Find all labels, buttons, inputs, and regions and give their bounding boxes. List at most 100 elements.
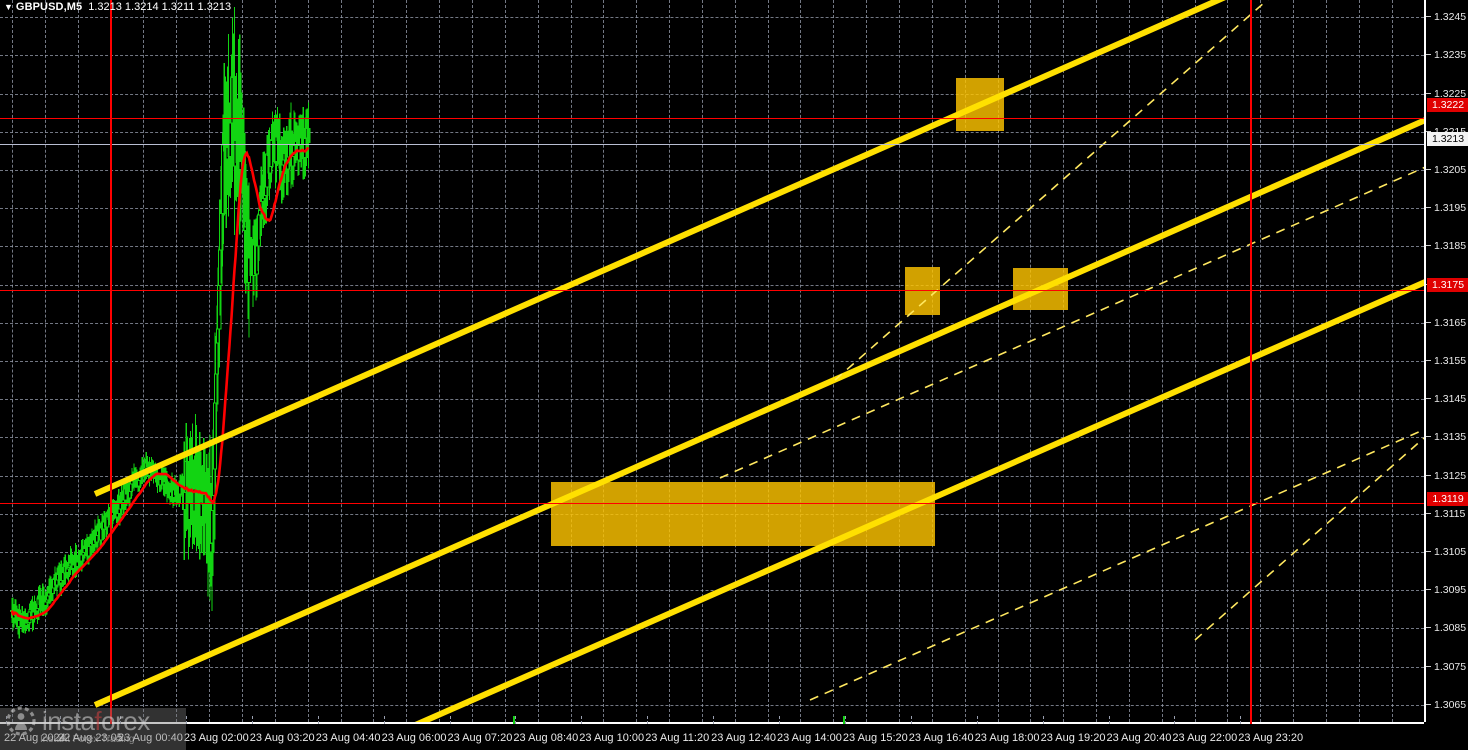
grid-line-v: [734, 0, 736, 722]
price-tick: 1.3115: [1426, 507, 1468, 521]
time-tick-mark: [317, 716, 319, 724]
time-tick-mark: [647, 716, 649, 724]
price-tick: 1.3065: [1426, 698, 1468, 712]
chart-menu-caret-icon[interactable]: ▼: [4, 2, 13, 12]
breakout-box-1: [905, 267, 940, 315]
time-axis[interactable]: 22 Aug 2024 22 Aug 23:05 23 Aug 00:40 23 Au…: [0, 716, 1424, 750]
price-label-level: 1.3222: [1427, 98, 1468, 113]
time-tick-mark: [6, 716, 7, 724]
grid-line-h: [0, 322, 1424, 324]
time-tick-mark: [976, 716, 978, 724]
grid-line-v: [143, 0, 145, 722]
grid-line-v: [570, 0, 572, 722]
grid-line-v: [12, 0, 13, 722]
time-tick: 23 Aug 16:40: [908, 732, 974, 744]
instaforex-watermark: instaforex Instant Forex Trading: [6, 706, 186, 746]
price-tick: 1.3195: [1426, 201, 1468, 215]
trend-channel-middle: [93, 117, 1424, 708]
time-tick: 23 Aug 12:40: [711, 732, 776, 744]
level-line-1-3119: [0, 503, 1424, 504]
grid-line-v: [866, 0, 868, 722]
chart-plot-area[interactable]: [0, 0, 1424, 722]
grid-line-v: [1194, 0, 1196, 722]
day-separator-tick: [1250, 716, 1252, 724]
candlestick: [306, 102, 311, 169]
time-tick: 23 Aug 22:00: [1172, 732, 1238, 744]
time-tick: 23 Aug 07:20: [447, 732, 513, 744]
time-tick: 22 Aug 23:05: [58, 732, 123, 744]
grid-line-v: [701, 0, 703, 722]
time-tick-mark: [581, 716, 583, 724]
time-tick: 23 Aug 15:20: [842, 732, 908, 744]
grid-line-v: [1227, 0, 1229, 722]
grid-line-h: [0, 704, 1424, 706]
trend-thin-top: [834, 0, 1269, 381]
grid-line-h: [0, 437, 1424, 439]
time-tick: 23 Aug 11:20: [645, 732, 710, 744]
price-tick: 1.3235: [1426, 48, 1468, 62]
grid-line-h: [0, 666, 1424, 668]
moving-average-line: [10, 146, 310, 620]
grid-line-v: [1128, 0, 1130, 722]
grid-line-v: [537, 0, 539, 722]
level-line-1-3175: [0, 290, 1424, 291]
time-tick-mark: [1240, 716, 1242, 724]
grid-line-v: [439, 0, 441, 722]
grid-line-h: [0, 552, 1424, 553]
grid-line-h: [0, 628, 1424, 630]
price-axis[interactable]: 1.32451.32351.32251.32151.32051.31951.31…: [1424, 0, 1468, 722]
time-tick: 23 Aug 20:40: [1106, 732, 1172, 744]
time-tick-mark: [713, 716, 715, 724]
time-tick-mark: [120, 716, 121, 724]
level-line-1-3222: [0, 118, 1424, 119]
price-tick: 1.3185: [1426, 239, 1468, 253]
day-separator-right: [1250, 0, 1252, 722]
grid-line-v: [274, 0, 276, 722]
grid-line-v: [1358, 0, 1360, 722]
grid-line-h: [0, 475, 1424, 477]
day-separator-left: [110, 0, 112, 722]
grid-line-v: [1030, 0, 1032, 722]
grid-line-v: [997, 0, 999, 722]
price-label-level: 1.3119: [1427, 491, 1468, 506]
time-tick-mark: [185, 716, 187, 724]
price-tick: 1.3135: [1426, 430, 1468, 444]
grid-line-v: [44, 0, 46, 722]
session-marker-tick: [843, 716, 845, 724]
candlestick-series: [9, 7, 311, 639]
grid-line-v: [1063, 0, 1065, 722]
session-marker-tick: [513, 716, 515, 724]
chart-drawings-layer: [9, 0, 1424, 722]
grid-line-v: [340, 0, 342, 722]
grid-line-v: [241, 0, 243, 722]
time-tick-mark: [515, 716, 517, 724]
grid-line-v: [767, 0, 769, 722]
time-tick-mark: [910, 716, 912, 724]
grid-line-h: [0, 93, 1424, 95]
grid-line-v: [1260, 0, 1262, 722]
grid-line-v: [964, 0, 966, 722]
time-tick: 23 Aug 06:00: [381, 732, 447, 744]
time-tick-mark: [844, 716, 846, 724]
grid-line-v: [373, 0, 375, 722]
grid-line-v: [1326, 0, 1327, 722]
trend-thin-upper: [719, 166, 1424, 479]
price-tick: 1.3085: [1426, 621, 1468, 635]
time-tick: 23 Aug 04:40: [315, 732, 381, 744]
grid-line-v: [406, 0, 408, 722]
grid-line-v: [209, 0, 211, 722]
time-tick-mark: [779, 716, 780, 724]
grid-line-h: [0, 246, 1424, 248]
trend-thin-lower: [809, 428, 1424, 701]
watermark-tagline: Instant Forex Trading: [40, 734, 135, 745]
grid-line-v: [504, 0, 506, 722]
grid-line-v: [307, 0, 309, 722]
price-label-current: 1.3213: [1427, 132, 1468, 147]
consolidation-range-box: [551, 482, 935, 546]
current-price-line: [0, 144, 1424, 145]
price-tick: 1.3165: [1426, 316, 1468, 330]
chart-symbol-header: ▼ GBPUSD,M5 1.3213 1.3214 1.3211 1.3213: [4, 1, 231, 15]
trend-channel-upper: [93, 0, 1226, 497]
time-tick-mark: [1042, 716, 1044, 724]
grid-line-v: [77, 0, 79, 722]
